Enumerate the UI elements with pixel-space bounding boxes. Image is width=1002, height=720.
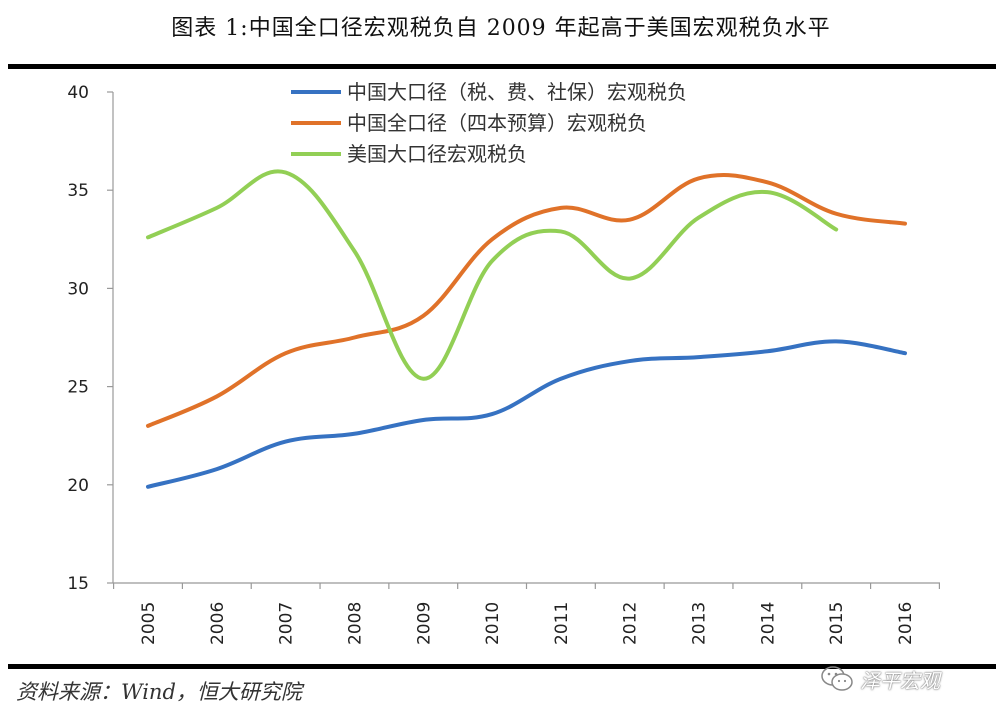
x-axis-ticks: 2005 2006 2007 2008 2009 2010 2011 2012 2013 2014… bbox=[112, 583, 941, 645]
wechat-icon bbox=[821, 666, 853, 691]
y-tick-label: 15 bbox=[67, 574, 89, 594]
x-tick-label: 2012 bbox=[621, 602, 641, 645]
x-tick-label: 2005 bbox=[139, 602, 159, 645]
x-tick-label: 2007 bbox=[277, 602, 297, 645]
chart-title: 图表 1:中国全口径宏观税负自 2009 年起高于美国宏观税负水平 bbox=[171, 16, 831, 41]
y-tick-label: 40 bbox=[67, 83, 89, 103]
x-tick-label: 2006 bbox=[208, 602, 228, 645]
x-tick-label: 2013 bbox=[690, 602, 710, 645]
y-tick-label: 20 bbox=[67, 476, 89, 496]
series-line-china-full-tax-burden bbox=[146, 173, 907, 428]
watermark-text: 泽平宏观 bbox=[860, 668, 940, 693]
watermark: 泽平宏观 bbox=[820, 664, 940, 694]
series-line-china-broad-tax-burden bbox=[146, 339, 907, 489]
x-tick-label: 2011 bbox=[552, 602, 572, 645]
y-tick-label: 25 bbox=[67, 378, 89, 398]
series-lines bbox=[146, 169, 907, 489]
x-tick-label: 2010 bbox=[483, 602, 503, 645]
y-axis-ticks: 15 20 25 30 35 40 bbox=[67, 83, 113, 594]
series-line-us-broad-tax-burden bbox=[146, 169, 839, 381]
legend-label-us-broad-tax-burden: 美国大口径宏观税负 bbox=[347, 142, 527, 166]
x-tick-label: 2014 bbox=[758, 602, 778, 645]
x-tick-label: 2015 bbox=[827, 602, 847, 645]
x-tick-label: 2008 bbox=[345, 602, 365, 645]
legend-label-china-broad-tax-burden: 中国大口径（税、费、社保）宏观税负 bbox=[347, 80, 687, 104]
source-note: 资料来源：Wind，恒大研究院 bbox=[16, 680, 302, 704]
bottom-divider bbox=[8, 664, 996, 669]
x-tick-label: 2016 bbox=[896, 602, 916, 645]
x-tick-label: 2009 bbox=[414, 602, 434, 645]
top-divider bbox=[8, 64, 996, 69]
y-tick-label: 35 bbox=[67, 181, 89, 201]
y-tick-label: 30 bbox=[67, 279, 89, 299]
legend-label-china-full-tax-burden: 中国全口径（四本预算）宏观税负 bbox=[347, 111, 647, 135]
legend: 中国大口径（税、费、社保）宏观税负中国全口径（四本预算）宏观税负美国大口径宏观税… bbox=[291, 80, 687, 166]
